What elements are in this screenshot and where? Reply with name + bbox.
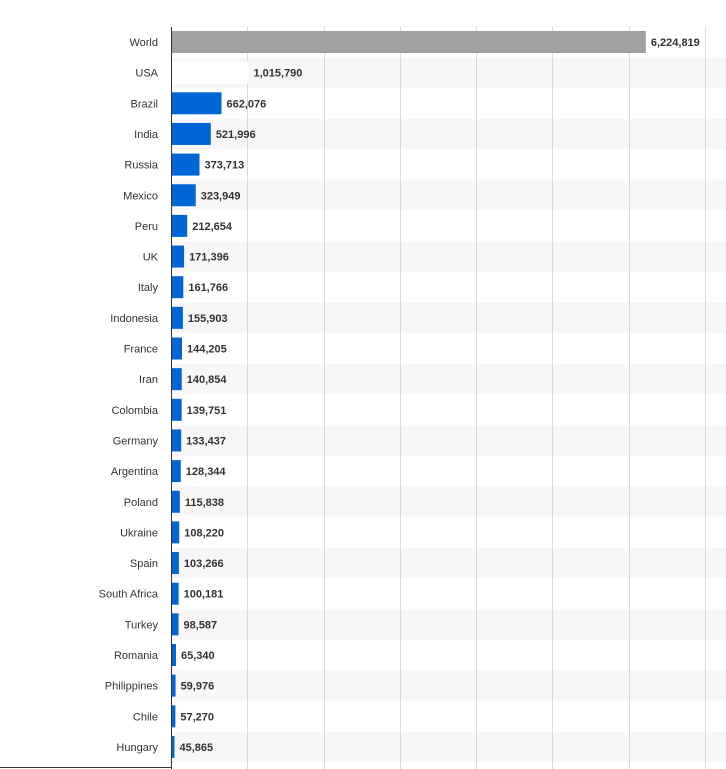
bar-mexico <box>171 184 196 207</box>
bar-colombia <box>171 398 182 421</box>
category-label: Romania <box>114 650 159 662</box>
bar-germany <box>171 429 182 452</box>
row-bands <box>171 57 726 762</box>
row-band <box>171 486 726 517</box>
gridlines <box>247 27 706 769</box>
bar-usa <box>171 61 249 84</box>
bar-chile <box>171 705 176 728</box>
row-band <box>171 302 726 333</box>
bar-ukraine <box>171 521 180 544</box>
value-labels: 6,224,819 1,015,790 662,076 521,996 373,713 3… <box>179 37 699 754</box>
bar-poland <box>171 490 180 513</box>
bar-argentina <box>171 460 181 483</box>
category-label: UK <box>143 252 159 264</box>
category-label: USA <box>135 68 158 80</box>
value-label: 57,270 <box>180 711 214 723</box>
category-label: Italy <box>138 282 159 294</box>
bar-world <box>171 31 646 53</box>
bar-philippines <box>171 674 176 697</box>
category-label: Brazil <box>130 98 158 110</box>
category-label: Philippines <box>105 681 159 693</box>
category-label: Iran <box>139 374 158 386</box>
value-label: 115,838 <box>185 497 224 509</box>
y-axis <box>0 27 172 769</box>
category-label: Peru <box>135 221 158 233</box>
value-label: 171,396 <box>189 252 229 264</box>
category-label: Chile <box>133 711 158 723</box>
value-label: 155,903 <box>188 313 228 325</box>
row-band <box>171 180 726 211</box>
row-band <box>171 609 726 640</box>
value-label: 133,437 <box>186 435 226 447</box>
value-label: 662,076 <box>227 98 267 110</box>
row-band <box>171 670 726 701</box>
bar-russia <box>171 153 200 176</box>
value-label: 6,224,819 <box>651 37 700 49</box>
bar-spain <box>171 552 179 575</box>
bar-brazil <box>171 92 222 115</box>
value-label: 1,015,790 <box>253 68 302 80</box>
value-label: 103,266 <box>184 558 224 570</box>
value-label: 100,181 <box>184 589 224 601</box>
bar-iran <box>171 368 182 391</box>
bar-indonesia <box>171 306 183 329</box>
row-band <box>171 364 726 395</box>
category-label: Spain <box>130 558 158 570</box>
value-label: 161,766 <box>188 282 228 294</box>
category-label: Poland <box>124 497 158 509</box>
value-label: 65,340 <box>181 650 215 662</box>
row-band <box>171 57 726 88</box>
category-labels: World USA Brazil India Russia Mexico Peru UK Ita… <box>99 37 159 754</box>
bar-peru <box>171 214 188 237</box>
bar-italy <box>171 276 184 299</box>
value-label: 108,220 <box>184 527 224 539</box>
category-label: Ukraine <box>120 527 158 539</box>
bar-india <box>171 122 211 145</box>
bar-hungary <box>171 735 175 758</box>
bar-south-africa <box>171 582 179 605</box>
category-label: Germany <box>113 435 159 447</box>
bar-france <box>171 337 183 360</box>
value-label: 139,751 <box>187 405 227 417</box>
bars <box>171 31 646 758</box>
category-label: World <box>129 37 158 49</box>
value-label: 98,587 <box>184 619 218 631</box>
row-band <box>171 425 726 456</box>
value-label: 45,865 <box>179 742 213 754</box>
category-label: Russia <box>124 160 159 172</box>
category-label: France <box>124 344 158 356</box>
value-label: 373,713 <box>205 160 245 172</box>
row-band <box>171 241 726 272</box>
value-label: 521,996 <box>216 129 256 141</box>
category-label: Mexico <box>123 190 158 202</box>
category-label: Indonesia <box>110 313 159 325</box>
category-label: South Africa <box>99 589 159 601</box>
row-band <box>171 731 726 762</box>
category-label: Turkey <box>125 619 159 631</box>
value-label: 140,854 <box>187 374 228 386</box>
value-label: 128,344 <box>186 466 227 478</box>
value-label: 212,654 <box>192 221 233 233</box>
value-label: 144,205 <box>187 344 227 356</box>
row-band <box>171 118 726 149</box>
category-label: India <box>134 129 159 141</box>
bar-romania <box>171 644 176 666</box>
bar-turkey <box>171 613 179 636</box>
category-label: Hungary <box>116 742 158 754</box>
category-label: Colombia <box>112 405 159 417</box>
category-label: Argentina <box>111 466 159 478</box>
bar-uk <box>171 245 185 268</box>
value-label: 59,976 <box>181 681 215 693</box>
value-label: 323,949 <box>201 190 241 202</box>
row-band <box>171 548 726 579</box>
